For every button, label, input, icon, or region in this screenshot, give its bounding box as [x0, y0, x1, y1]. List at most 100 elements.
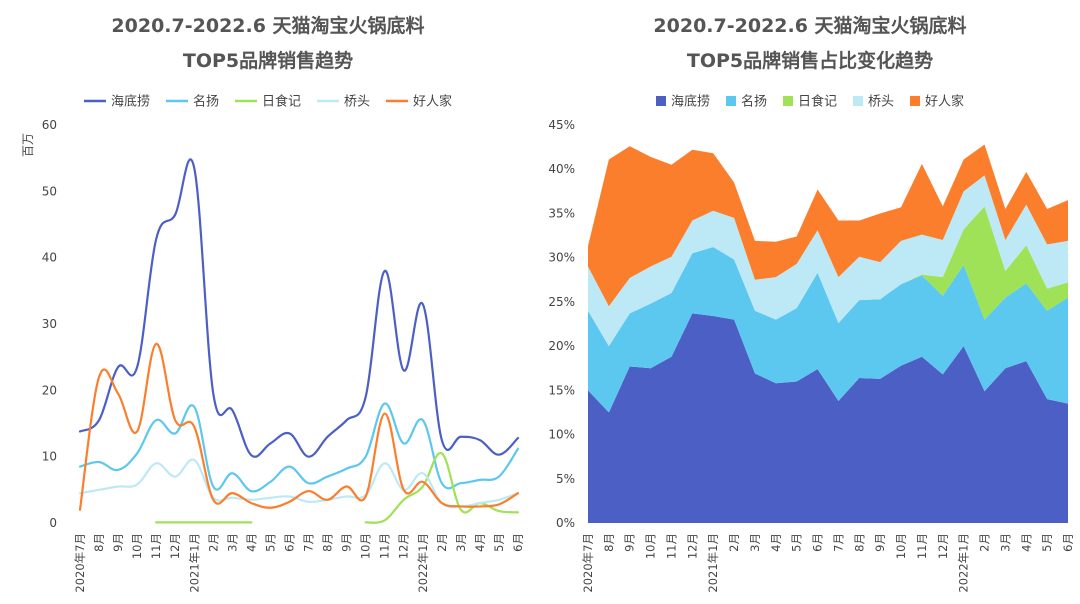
x-tick-label: 4月	[1019, 533, 1033, 552]
x-tick-label: 10月	[894, 533, 908, 559]
legend-label: 桥头	[868, 95, 894, 110]
y-tick-label: 40%	[548, 162, 575, 176]
left-y-axis-label: 百万	[21, 133, 35, 157]
series-area-1	[588, 247, 1068, 413]
x-tick-label: 7月	[302, 533, 316, 552]
series-line-2-segment-1	[364, 452, 520, 524]
right-chart-series	[588, 144, 1068, 523]
legend-item-4: 好人家	[386, 94, 452, 110]
left-y-axis-ticks: 0 10 20 30 40 50 60	[42, 118, 57, 530]
x-tick-label: 2月	[978, 533, 992, 552]
legend-item-0: 海底捞	[656, 94, 710, 110]
x-tick-label: 2021年1月	[187, 533, 201, 593]
x-tick-label: 9月	[623, 533, 637, 552]
x-tick-label: 4月	[473, 533, 487, 552]
x-tick-label: 3月	[225, 533, 239, 552]
left-chart-title-line2: TOP5品牌销售趋势	[183, 49, 353, 72]
x-tick-label: 11月	[149, 533, 163, 559]
legend-label: 名扬	[741, 94, 767, 110]
legend-item-0: 海底捞	[84, 94, 150, 110]
y-tick-label: 20	[42, 383, 57, 397]
x-tick-label: 10月	[130, 533, 144, 559]
legend-label: 桥头	[344, 95, 370, 110]
series-area-3	[588, 175, 1068, 347]
x-tick-label: 3月	[998, 533, 1012, 552]
legend-item-2: 日食记	[235, 94, 301, 110]
y-tick-label: 30%	[548, 251, 575, 265]
right-area-chart: 2020.7-2022.6 天猫淘宝火锅底料 TOP5品牌销售占比变化趋势 海底…	[548, 14, 1075, 593]
legend-swatch	[853, 96, 863, 106]
legend-label: 海底捞	[671, 94, 710, 110]
right-chart-legend: 海底捞 名扬 日食记 桥头 好人家	[656, 94, 964, 110]
y-tick-label: 15%	[548, 383, 575, 397]
y-tick-label: 20%	[548, 339, 575, 353]
x-tick-label: 9月	[111, 533, 125, 552]
x-tick-label: 9月	[873, 533, 887, 552]
series-line-0-segment-0	[78, 158, 520, 458]
x-tick-label: 8月	[602, 533, 616, 552]
series-line-4-segment-0	[78, 342, 520, 511]
left-chart-title-line1: 2020.7-2022.6 天猫淘宝火锅底料	[111, 14, 424, 37]
legend-item-1: 名扬	[166, 94, 219, 110]
x-tick-label: 11月	[664, 533, 678, 559]
y-tick-label: 0%	[556, 516, 575, 530]
x-tick-label: 2021年1月	[706, 533, 720, 593]
x-tick-label: 12月	[936, 533, 950, 559]
legend-item-1: 名扬	[726, 94, 767, 110]
x-tick-label: 8月	[852, 533, 866, 552]
legend-label: 好人家	[413, 94, 452, 110]
x-tick-label: 10月	[359, 533, 373, 559]
x-tick-label: 5月	[1040, 533, 1054, 552]
legend-item-2: 日食记	[783, 94, 837, 110]
y-tick-label: 5%	[556, 472, 575, 486]
x-tick-label: 3月	[748, 533, 762, 552]
series-area-4	[588, 144, 1068, 307]
x-tick-label: 3月	[454, 533, 468, 552]
x-tick-label: 5月	[263, 533, 277, 552]
series-area-2	[588, 206, 1068, 347]
legend-item-4: 好人家	[910, 94, 964, 110]
x-tick-label: 5月	[492, 533, 506, 552]
left-x-axis-ticks: 2020年7月 8月 9月 10月 11月 12月 2021年1月 2月 3月 4月 5月 6月 7月 8…	[73, 533, 525, 593]
y-tick-label: 50	[42, 184, 57, 198]
x-tick-label: 2月	[206, 533, 220, 552]
legend-label: 日食记	[262, 94, 301, 110]
x-tick-label: 8月	[321, 533, 335, 552]
right-x-axis-ticks: 2020年7月 8月 9月 10月 11月 12月 2021年1月 2月 3月 4月 5月 6月 7月 8…	[581, 533, 1075, 593]
legend-label: 好人家	[925, 94, 964, 110]
y-tick-label: 0	[49, 516, 57, 530]
x-tick-label: 11月	[915, 533, 929, 559]
right-y-axis-ticks: 0% 5% 10% 15% 20% 25% 30% 35% 40% 45%	[548, 118, 575, 530]
left-line-chart: 2020.7-2022.6 天猫淘宝火锅底料 TOP5品牌销售趋势 海底捞 名扬 日…	[21, 14, 525, 593]
x-tick-label: 6月	[511, 533, 525, 552]
x-tick-label: 6月	[282, 533, 296, 552]
x-tick-label: 4月	[244, 533, 258, 552]
legend-swatch	[656, 96, 666, 106]
x-tick-label: 10月	[644, 533, 658, 559]
x-tick-label: 2020年7月	[581, 533, 595, 593]
x-tick-label: 6月	[1061, 533, 1075, 552]
x-tick-label: 12月	[168, 533, 182, 559]
y-tick-label: 10%	[548, 428, 575, 442]
x-tick-label: 2月	[727, 533, 741, 552]
x-tick-label: 2022年1月	[957, 533, 971, 593]
x-tick-label: 2020年7月	[73, 533, 87, 593]
y-tick-label: 10	[42, 450, 57, 464]
x-tick-label: 9月	[340, 533, 354, 552]
y-tick-label: 25%	[548, 295, 575, 309]
x-tick-label: 5月	[790, 533, 804, 552]
legend-swatch	[783, 96, 793, 106]
y-tick-label: 60	[42, 118, 57, 132]
legend-label: 日食记	[798, 94, 837, 110]
x-tick-label: 2月	[435, 533, 449, 552]
y-tick-label: 35%	[548, 206, 575, 220]
y-tick-label: 45%	[548, 118, 575, 132]
x-tick-label: 4月	[769, 533, 783, 552]
y-tick-label: 30	[42, 317, 57, 331]
left-chart-legend: 海底捞 名扬 日食记 桥头 好人家	[84, 94, 452, 110]
legend-label: 名扬	[193, 94, 219, 110]
legend-label: 海底捞	[111, 94, 150, 110]
x-tick-label: 12月	[397, 533, 411, 559]
series-line-1-segment-0	[78, 402, 520, 493]
